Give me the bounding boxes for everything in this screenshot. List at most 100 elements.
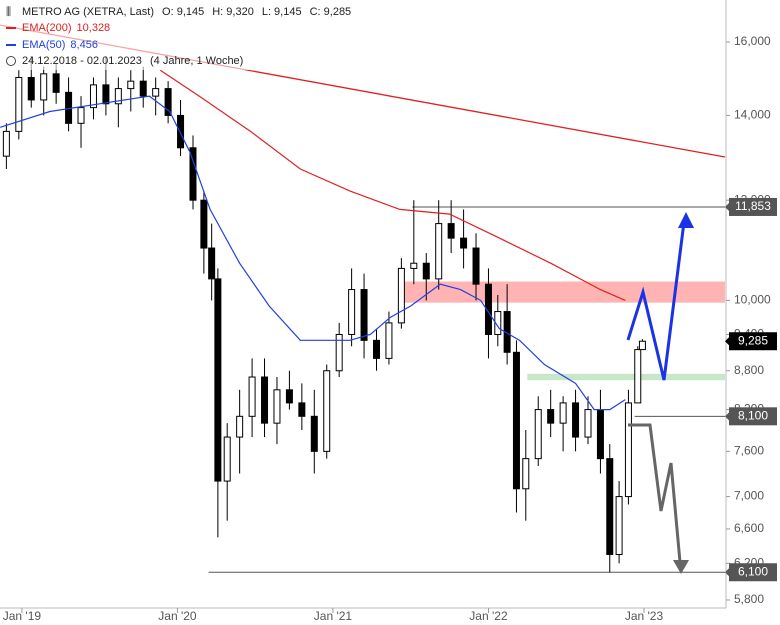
candle-body — [472, 247, 480, 285]
candle-body — [177, 114, 185, 149]
price-tag-label: 6,100 — [738, 564, 768, 578]
price-tag-pointer — [725, 201, 730, 212]
candle-body — [310, 415, 318, 452]
candle-body — [596, 409, 604, 460]
candle-body — [335, 333, 343, 372]
candle-body — [89, 84, 97, 109]
candle-body — [360, 289, 368, 341]
y-tick-label: 6,600 — [734, 521, 764, 535]
scenario-arrow-down — [628, 423, 682, 563]
price-tag-pointer — [725, 411, 730, 422]
y-tick-label: 7,600 — [734, 444, 764, 458]
ohlc-label: H: 9,320 — [212, 6, 254, 18]
candle-body — [624, 402, 632, 498]
candle-body — [512, 351, 520, 490]
arrowhead-down — [673, 560, 689, 574]
candle-body — [127, 80, 135, 90]
candle-body — [348, 289, 356, 335]
ohlc-label: O: 9,145 — [162, 6, 204, 18]
candle-body — [27, 76, 35, 101]
candle-body — [208, 247, 216, 280]
candle-body — [273, 389, 281, 424]
date-range: 24.12.2018 - 02.01.2023 — [22, 55, 142, 67]
candle-body — [248, 376, 256, 417]
price-tag — [729, 407, 777, 426]
legend-background — [0, 2, 290, 70]
candle-body — [139, 80, 147, 97]
candle-body — [435, 223, 443, 280]
legend-icon: ⫼ — [6, 6, 11, 18]
legend-value: 10,328 — [77, 22, 111, 34]
candle-body — [447, 223, 455, 239]
candle-body — [40, 73, 48, 101]
candle-body — [298, 402, 306, 417]
candle-body — [164, 88, 172, 116]
scenario-arrow-up — [626, 221, 686, 381]
candle-body — [189, 147, 197, 201]
candle-body — [102, 84, 110, 105]
price-tag-label: 8,100 — [738, 408, 768, 422]
candle-body — [323, 370, 331, 452]
candle-body — [410, 262, 418, 269]
candle-body — [484, 283, 492, 335]
candle-body — [214, 278, 222, 482]
candle-body — [634, 349, 642, 404]
candle-body — [522, 458, 530, 490]
x-tick-label: Jan '22 — [469, 609, 508, 623]
candle-body — [559, 402, 567, 424]
arrowhead-up — [678, 212, 694, 228]
candle-body — [572, 402, 580, 438]
candle-body — [547, 409, 555, 424]
candle-body — [114, 88, 122, 105]
ema-line — [159, 69, 626, 301]
candle-body — [372, 339, 380, 359]
candle-body — [494, 311, 502, 335]
candle-body — [638, 340, 646, 351]
x-tick-label: Jan '21 — [314, 609, 353, 623]
candle-body — [261, 376, 269, 424]
y-tick-label: 10,000 — [734, 293, 771, 307]
candle-body — [422, 262, 430, 280]
candle-body — [460, 237, 468, 249]
candle-body — [534, 409, 542, 460]
candle-body — [223, 436, 231, 482]
ohlc-label: L: 9,145 — [262, 6, 302, 18]
clock-icon — [6, 56, 16, 66]
x-tick-label: Jan '19 — [3, 609, 42, 623]
price-tag-pointer — [725, 336, 730, 347]
period: (4 Jahre, 1 Woche) — [150, 55, 243, 67]
price-tag-pointer — [725, 567, 730, 578]
y-tick-label: 7,000 — [734, 489, 764, 503]
ema-line — [0, 95, 626, 411]
candle-body — [385, 322, 393, 359]
candle-body — [606, 458, 614, 556]
candle-body — [15, 76, 23, 132]
price-tag — [729, 563, 777, 582]
x-tick-label: Jan '23 — [625, 609, 664, 623]
zone — [527, 373, 725, 381]
candle-body — [2, 130, 10, 157]
legend-entry: EMA(50) — [22, 39, 65, 51]
x-tick-label: Jan '20 — [158, 609, 197, 623]
candle-body — [285, 389, 293, 404]
candle-body — [77, 107, 85, 124]
price-tag-label: 9,285 — [738, 333, 768, 347]
legend-value: 8,456 — [70, 39, 98, 51]
legend-entry: EMA(200) — [22, 22, 72, 34]
ohlc-label: C: 9,285 — [310, 6, 352, 18]
price-tag — [729, 332, 777, 351]
candle-body — [200, 199, 208, 249]
price-tag-label: 11,853 — [735, 199, 771, 213]
price-tag — [729, 197, 777, 216]
candle-body — [152, 88, 160, 97]
candle-body — [236, 415, 244, 438]
legend: ⫼ METRO AG (XETRA, Last) EMA(200) 10,328… — [0, 2, 351, 70]
legend-title: METRO AG (XETRA, Last) — [22, 6, 154, 18]
candle-body — [584, 409, 592, 438]
y-tick-label: 8,800 — [734, 363, 764, 377]
y-tick-label: 16,000 — [734, 34, 771, 48]
y-tick-label: 5,800 — [734, 592, 764, 606]
candle-body — [615, 496, 623, 556]
